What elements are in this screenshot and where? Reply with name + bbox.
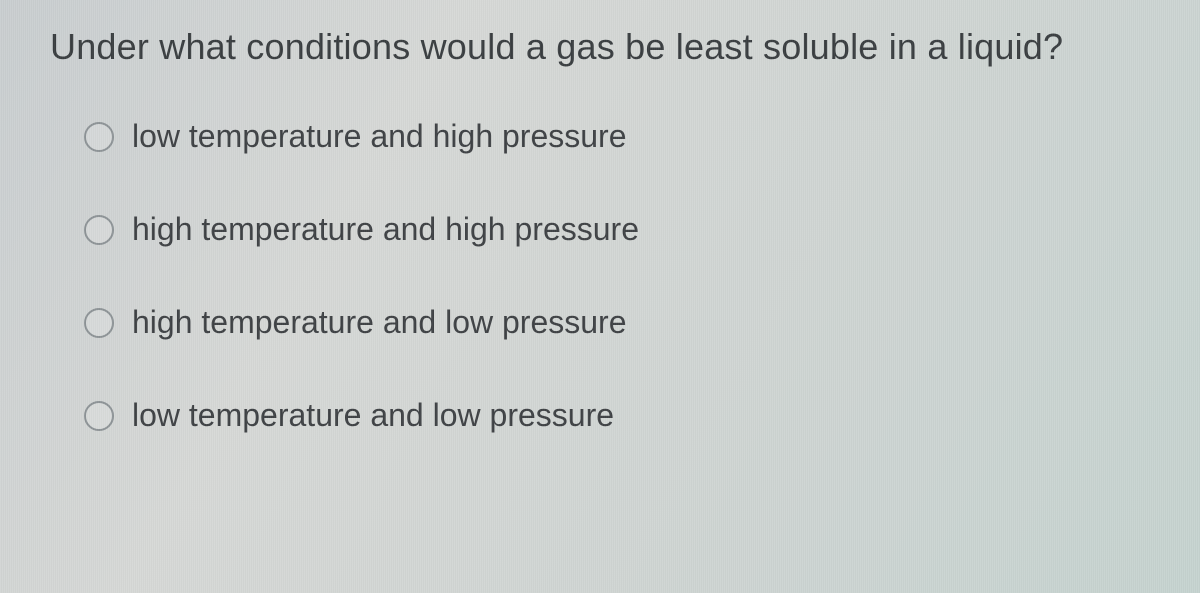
- option-3[interactable]: low temperature and low pressure: [84, 397, 1150, 434]
- radio-icon[interactable]: [84, 401, 114, 431]
- option-2[interactable]: high temperature and low pressure: [84, 304, 1150, 341]
- option-label: low temperature and low pressure: [132, 397, 614, 434]
- radio-icon[interactable]: [84, 215, 114, 245]
- option-label: high temperature and high pressure: [132, 211, 639, 248]
- option-label: low temperature and high pressure: [132, 118, 627, 155]
- question-text: Under what conditions would a gas be lea…: [50, 26, 1150, 68]
- option-label: high temperature and low pressure: [132, 304, 627, 341]
- options-group: low temperature and high pressure high t…: [50, 118, 1150, 434]
- radio-icon[interactable]: [84, 122, 114, 152]
- option-1[interactable]: high temperature and high pressure: [84, 211, 1150, 248]
- radio-icon[interactable]: [84, 308, 114, 338]
- option-0[interactable]: low temperature and high pressure: [84, 118, 1150, 155]
